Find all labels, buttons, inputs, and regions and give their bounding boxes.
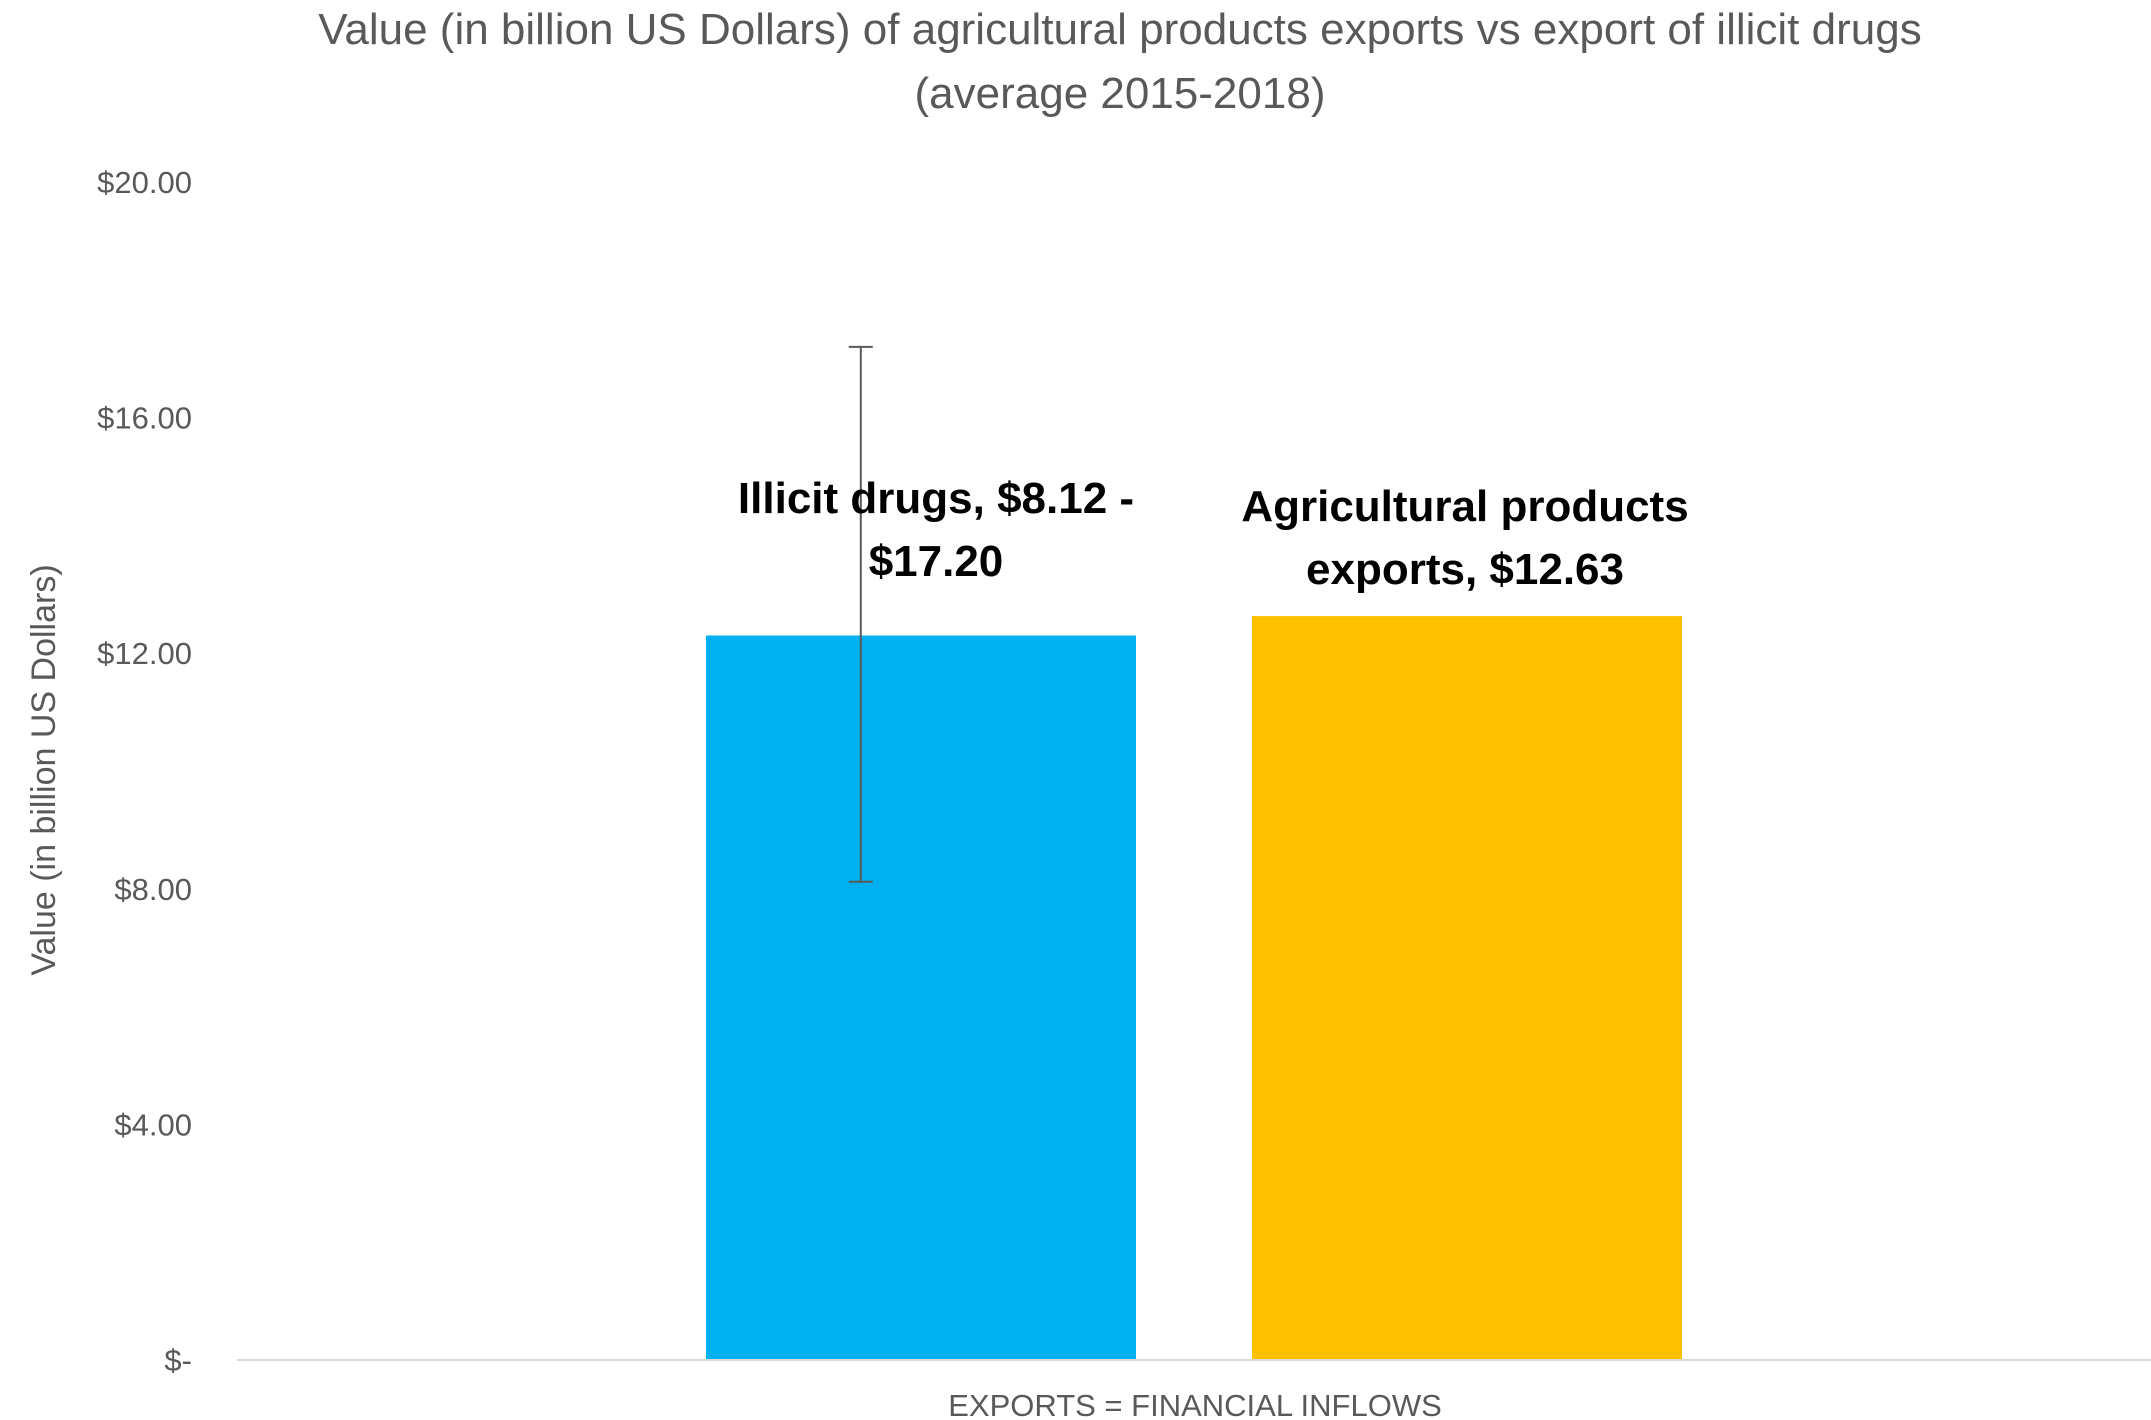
y-tick-label: $4.00 <box>114 1107 192 1142</box>
data-label-illicit-drugs: $17.20 <box>869 537 1004 586</box>
error-bar <box>848 345 873 883</box>
y-tick-label: $8.00 <box>114 872 192 907</box>
data-label-illicit-drugs: Illicit drugs, $8.12 - <box>738 474 1134 523</box>
bar-agricultural-products-exports <box>1252 616 1682 1360</box>
y-tick-label: $- <box>164 1343 192 1378</box>
y-tick-label: $12.00 <box>97 636 192 671</box>
plot-area: Illicit drugs, $8.12 - $17.20 Agricultural… <box>706 345 1689 1360</box>
y-axis: $- $4.00 $8.00 $12.00 $16.00 $20.00 <box>97 165 192 1378</box>
x-axis-category-label: EXPORTS = FINANCIAL INFLOWS <box>948 1388 1442 1420</box>
y-axis-title: Value (in billion US Dollars) <box>25 564 63 975</box>
chart-title: Value (in billion US Dollars) of agricul… <box>318 5 1921 54</box>
y-tick-label: $16.00 <box>97 401 192 436</box>
y-tick-label: $20.00 <box>97 165 192 200</box>
data-label-agricultural-products-exports: Agricultural products <box>1241 482 1688 531</box>
chart-subtitle: (average 2015-2018) <box>915 69 1326 118</box>
data-label-agricultural-products-exports: exports, $12.63 <box>1306 545 1624 594</box>
bar-illicit-drugs <box>706 635 1136 1360</box>
